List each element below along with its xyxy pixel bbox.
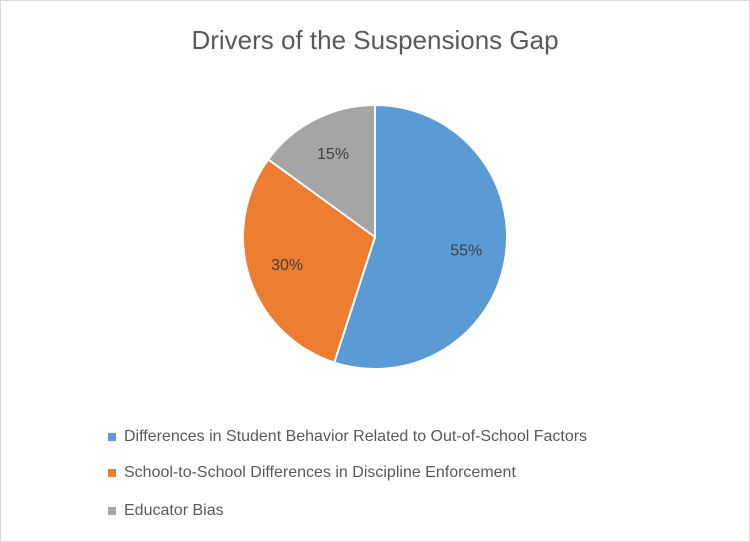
legend-label: Educator Bias bbox=[124, 502, 224, 519]
pie-slice bbox=[266, 103, 376, 239]
legend-swatch bbox=[108, 507, 116, 515]
data-label: 15% bbox=[317, 146, 349, 163]
legend-label: School-to-School Differences in Discipli… bbox=[124, 464, 516, 481]
data-label: 30% bbox=[271, 257, 303, 274]
pie-slice bbox=[242, 158, 377, 364]
chart-title: Drivers of the Suspensions Gap bbox=[191, 25, 558, 55]
legend-swatch bbox=[108, 433, 116, 441]
pie-slice bbox=[332, 103, 508, 370]
legend-swatch bbox=[108, 469, 116, 477]
legend-label: Differences in Student Behavior Related … bbox=[124, 428, 587, 445]
data-label: 55% bbox=[450, 243, 482, 260]
